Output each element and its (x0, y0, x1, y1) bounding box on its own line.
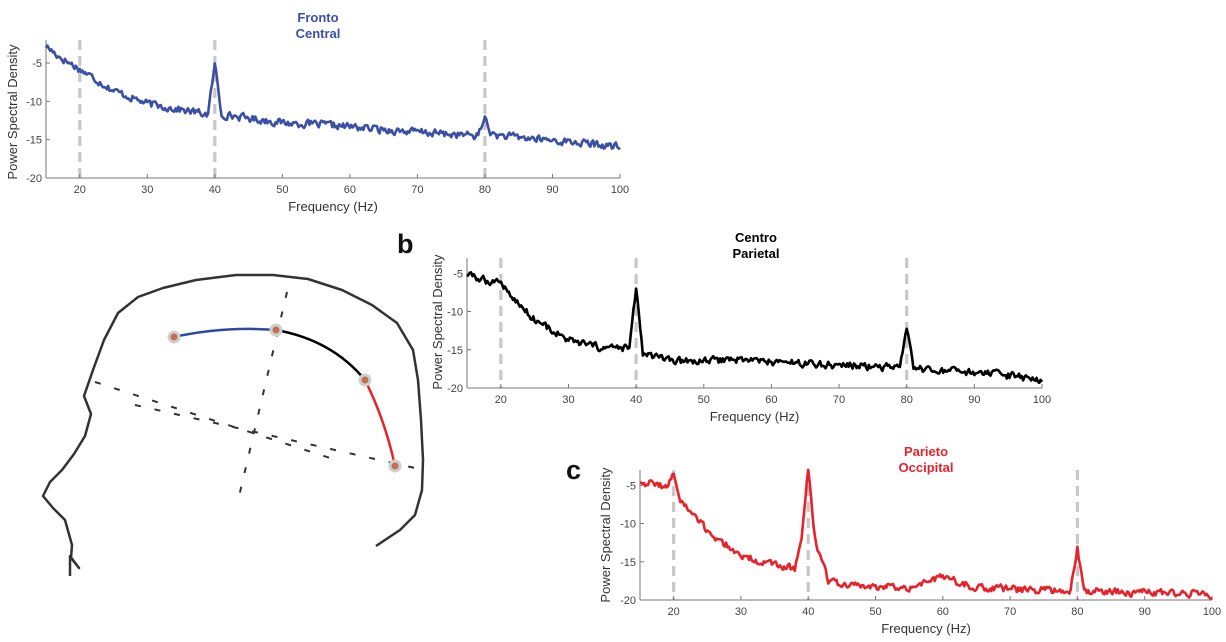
parieto-occipital-segment (363, 379, 397, 467)
x-tick-label: 90 (1139, 606, 1151, 618)
x-tick-label: 40 (630, 394, 642, 406)
x-axis-label: Frequency (Hz) (710, 409, 800, 424)
x-tick-label: 60 (765, 394, 777, 406)
chart-title-line: Occipital (899, 460, 954, 475)
chart-title-line: Parietal (733, 246, 780, 261)
y-axis-label: Power Spectral Density (430, 254, 445, 390)
x-tick-label: 60 (937, 606, 949, 618)
x-tick-label: 30 (562, 394, 574, 406)
y-axis-label: Power Spectral Density (5, 44, 20, 180)
y-tick-label: -5 (32, 58, 42, 70)
y-tick-label: -20 (26, 173, 42, 185)
x-tick-label: 20 (668, 606, 680, 618)
x-tick-label: 50 (869, 606, 881, 618)
y-tick-label: -20 (447, 383, 463, 395)
chart-title-line: Parieto (904, 444, 948, 459)
x-tick-label: 100 (1203, 606, 1221, 618)
y-tick-label: -15 (620, 557, 636, 569)
panel-letter-c: c (566, 455, 581, 485)
x-tick-label: 40 (209, 184, 221, 196)
y-tick-label: -15 (447, 345, 463, 357)
y-tick-label: -10 (26, 96, 42, 108)
head-diagram (41, 273, 425, 576)
x-tick-label: 40 (802, 606, 814, 618)
x-tick-label: 70 (833, 394, 845, 406)
chart-centro-parietal: 20 30 40 50 60 70 80 90 100 -5 -10 -15 -20 Frequency … (430, 230, 1051, 424)
x-tick-label: 90 (546, 184, 558, 196)
x-tick-label: 20 (495, 394, 507, 406)
y-tick-label: -5 (626, 480, 636, 492)
psd-series-line (44, 44, 621, 151)
electrode-fronto (167, 330, 181, 344)
reference-dashes (94, 291, 416, 506)
psd-series-line (466, 271, 1044, 385)
head-outline (41, 273, 425, 576)
x-tick-label: 80 (479, 184, 491, 196)
x-tick-label: 100 (1033, 394, 1051, 406)
x-tick-label: 30 (141, 184, 153, 196)
x-tick-label: 70 (411, 184, 423, 196)
electrode-central (269, 323, 283, 337)
x-tick-label: 90 (968, 394, 980, 406)
fronto-central-segment (173, 327, 277, 339)
y-tick-label: -10 (620, 519, 636, 531)
x-tick-label: 20 (74, 184, 86, 196)
x-axis-label: Frequency (Hz) (288, 199, 378, 214)
x-tick-label: 50 (698, 394, 710, 406)
x-tick-label: 30 (735, 606, 747, 618)
chart-fronto-central: 20 30 40 50 60 70 80 90 100 -5 -10 -15 -20 Frequency … (5, 10, 629, 214)
x-tick-label: 60 (344, 184, 356, 196)
electrode-parietal (358, 373, 372, 387)
y-axis-label: Power Spectral Density (598, 467, 613, 603)
y-tick-label: -5 (453, 268, 463, 280)
x-tick-label: 70 (1004, 606, 1016, 618)
x-tick-label: 80 (901, 394, 913, 406)
x-tick-label: 100 (611, 184, 629, 196)
x-tick-label: 80 (1071, 606, 1083, 618)
chart-parieto-occipital: 20 30 40 50 60 70 80 90 100 -5 -10 -15 -20 Frequency … (598, 444, 1221, 636)
chart-title-line: Central (296, 26, 341, 41)
psd-series-line (640, 468, 1213, 601)
electrode-occipital (388, 459, 402, 473)
y-tick-label: -10 (447, 307, 463, 319)
y-tick-label: -20 (620, 595, 636, 607)
panel-letter-b: b (397, 229, 414, 259)
y-tick-label: -15 (26, 135, 42, 147)
centro-parietal-segment (275, 328, 366, 381)
chart-title-line: Fronto (297, 10, 338, 25)
x-tick-label: 50 (276, 184, 288, 196)
x-axis-label: Frequency (Hz) (881, 621, 971, 636)
chart-title-line: Centro (735, 230, 777, 245)
